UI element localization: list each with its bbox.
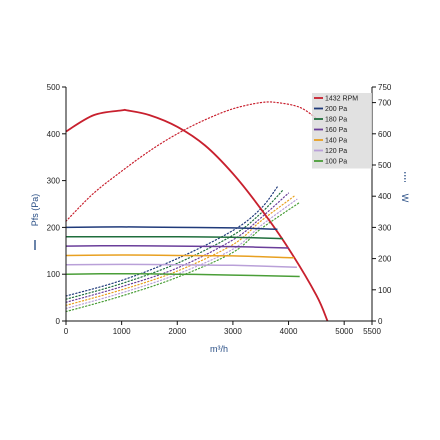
y-right-axis-title: W	[400, 194, 410, 203]
legend-label-100-pa: 100 Pa	[325, 159, 347, 166]
y-right-tick-label: 200	[378, 255, 392, 264]
y-left-tick-label: 400	[47, 130, 61, 139]
x-tick-label: 4000	[280, 327, 298, 336]
legend-label-160-pa: 160 Pa	[325, 127, 347, 134]
pressure-series-200-pa	[65, 226, 278, 231]
power-series-200-pa	[65, 186, 278, 297]
power-series-120-pa	[65, 198, 298, 310]
pressure-series-1432-rpm	[65, 108, 329, 322]
x-tick-label: 2000	[168, 327, 186, 336]
y-left-axis-title-group: Pfs (Pa)	[30, 194, 40, 250]
y-left-tick-label: 0	[56, 317, 61, 326]
y-right-tick-label: 700	[378, 99, 392, 108]
power-series-140-pa	[65, 195, 295, 306]
pressure-series-160-pa	[65, 244, 289, 249]
y-right-tick-label: 0	[378, 317, 383, 326]
x-tick-label: 1000	[113, 327, 131, 336]
y-left-tick-label: 500	[47, 83, 61, 92]
y-left-axis-title: Pfs (Pa)	[30, 194, 40, 227]
pressure-series-100-pa	[65, 272, 300, 278]
pressure-series-140-pa	[65, 254, 295, 259]
y-right-tick-label: 100	[378, 286, 392, 295]
x-tick-label: 3000	[224, 327, 242, 336]
x-axis-title: m³/h	[210, 344, 228, 354]
legend: 1432 RPM 200 Pa 180 Pa 160 Pa 140 Pa 120 Pa 10…	[312, 93, 372, 169]
power-series-100-pa	[65, 201, 301, 313]
y-right-tick-label: 300	[378, 223, 392, 232]
pressure-series-120-pa	[65, 263, 297, 268]
legend-label-180-pa: 180 Pa	[325, 117, 347, 124]
x-tick-label: 0	[64, 327, 69, 336]
pressure-curves	[65, 108, 329, 322]
power-curves	[65, 101, 317, 313]
power-series-1432-rpm	[65, 101, 317, 222]
legend-label-200-pa: 200 Pa	[325, 106, 347, 113]
x-tick-label: 5000	[335, 327, 353, 336]
power-series-160-pa	[65, 192, 290, 303]
legend-label-120-pa: 120 Pa	[325, 148, 347, 155]
y-right-tick-label: 400	[378, 192, 392, 201]
y-left-tick-label: 100	[47, 270, 61, 279]
y-right-axis-title-group: W	[400, 172, 410, 203]
y-right-tick-label: 750	[378, 83, 392, 92]
legend-box	[312, 93, 372, 169]
legend-label-140-pa: 140 Pa	[325, 138, 347, 145]
legend-label-1432-rpm: 1432 RPM	[325, 96, 358, 103]
x-tick-label: 5500	[363, 327, 381, 336]
y-right-tick-label: 500	[378, 161, 392, 170]
y-left-tick-label: 300	[47, 177, 61, 186]
y-right-tick-label: 600	[378, 130, 392, 139]
pressure-series-180-pa	[65, 236, 284, 240]
y-left-tick-label: 200	[47, 223, 61, 232]
